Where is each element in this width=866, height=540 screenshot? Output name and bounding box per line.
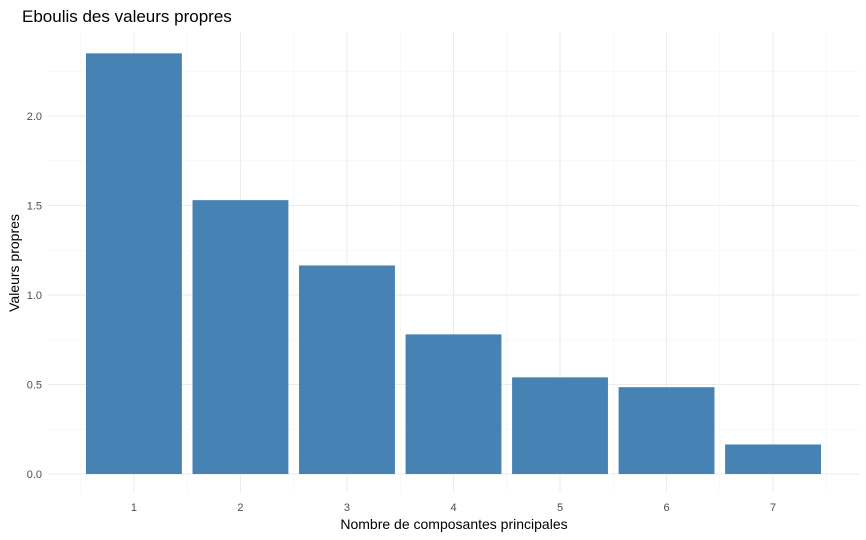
y-tick-label: 2.0	[27, 111, 42, 123]
x-axis-title: Nombre de composantes principales	[340, 516, 567, 532]
bar-4	[405, 334, 502, 474]
bar-7	[725, 444, 821, 474]
x-tick-label: 2	[237, 502, 243, 514]
bar-1	[86, 53, 182, 474]
bar-3	[299, 265, 395, 474]
x-tick-label: 5	[557, 502, 563, 514]
y-tick-label: 0.5	[27, 380, 42, 392]
bars	[86, 53, 821, 474]
chart-title: Eboulis des valeurs propres	[22, 7, 232, 26]
bar-6	[618, 387, 715, 474]
x-axis-ticks: 1 2 3 4 5 6 7	[131, 502, 776, 514]
y-tick-label: 1.0	[27, 290, 42, 302]
x-tick-label: 3	[344, 502, 350, 514]
y-tick-label: 1.5	[27, 201, 42, 213]
y-tick-label: 0.0	[27, 469, 42, 481]
bar-5	[512, 377, 608, 474]
y-axis-ticks: 0.0 0.5 1.0 1.5 2.0	[27, 111, 42, 481]
x-tick-label: 6	[663, 502, 669, 514]
x-tick-label: 1	[131, 502, 137, 514]
x-tick-label: 4	[450, 502, 456, 514]
y-axis-title: Valeurs propres	[6, 214, 22, 312]
x-tick-label: 7	[770, 502, 776, 514]
bar-2	[192, 200, 289, 474]
